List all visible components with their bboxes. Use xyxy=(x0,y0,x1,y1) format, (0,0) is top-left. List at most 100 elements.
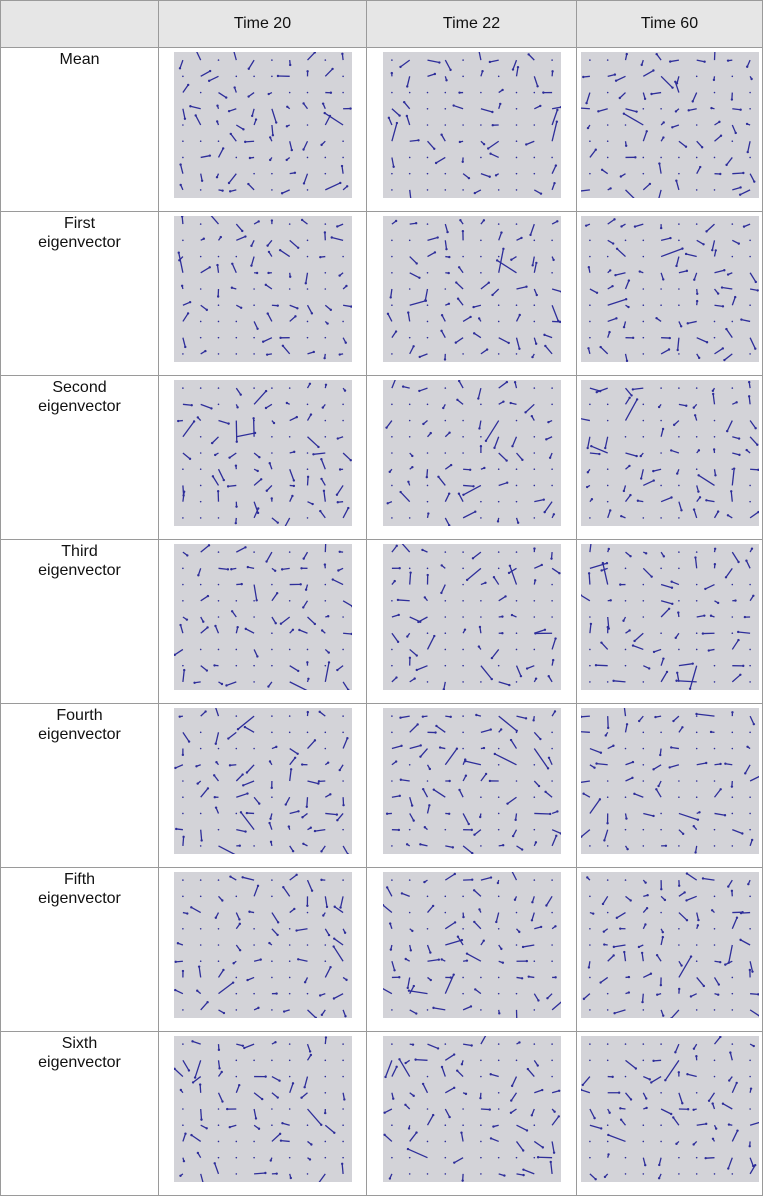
arrow-head xyxy=(279,623,281,625)
field-dot xyxy=(624,1043,626,1045)
table-row: Fifth eigenvector xyxy=(1,868,763,1032)
field-dot xyxy=(606,140,608,142)
arrow-head xyxy=(702,985,704,987)
arrow-head xyxy=(612,680,614,682)
arrow-head xyxy=(336,225,338,227)
field-dot xyxy=(217,140,219,142)
arrow-head xyxy=(611,285,613,287)
arrow-head xyxy=(190,906,192,908)
field-dot xyxy=(182,468,184,470)
arrow-head xyxy=(622,490,624,492)
arrow-head xyxy=(479,445,481,447)
field-dot xyxy=(408,420,410,422)
field-dot xyxy=(624,796,626,798)
header-row: Time 20 Time 22 Time 60 xyxy=(1,1,763,48)
arrow-head xyxy=(228,190,230,192)
field-dot xyxy=(660,485,662,487)
arrow-head xyxy=(496,520,498,522)
arrow-head xyxy=(726,59,728,61)
field-dot xyxy=(391,189,393,191)
arrow-head xyxy=(509,739,511,741)
arrow-head xyxy=(600,569,602,571)
field-dot xyxy=(462,665,464,667)
arrow-head xyxy=(513,899,515,901)
image-cell xyxy=(159,376,367,540)
field-arrow xyxy=(343,633,352,634)
field-dot xyxy=(533,960,535,962)
arrow-head xyxy=(507,572,509,574)
field-dot xyxy=(426,568,428,570)
arrow-head xyxy=(754,1164,756,1166)
arrow-head xyxy=(260,478,262,480)
arrow-head xyxy=(206,787,208,789)
arrow-head xyxy=(405,115,407,117)
arrow-head xyxy=(196,990,198,992)
field-dot xyxy=(426,452,428,454)
field-dot xyxy=(324,960,326,962)
arrow-head xyxy=(418,277,420,279)
field-dot xyxy=(695,76,697,78)
field-dot xyxy=(182,796,184,798)
field-dot xyxy=(444,1124,446,1126)
arrow-head xyxy=(243,1047,245,1049)
field-dot xyxy=(342,1060,344,1062)
field-dot xyxy=(235,337,237,339)
arrow-head xyxy=(302,182,304,184)
arrow-head xyxy=(518,348,520,350)
arrow-head xyxy=(188,458,190,460)
arrow-head xyxy=(239,811,241,813)
arrow-head xyxy=(513,381,515,383)
arrow-head xyxy=(240,583,242,585)
arrow-head xyxy=(703,61,705,63)
field-dot xyxy=(642,600,644,602)
arrow-head xyxy=(709,615,711,617)
field-dot xyxy=(391,256,393,258)
field-dot xyxy=(408,912,410,914)
arrow-head xyxy=(607,1134,609,1136)
field-dot xyxy=(589,616,591,618)
arrow-head xyxy=(683,891,685,893)
field-dot xyxy=(462,715,464,717)
field-dot xyxy=(480,124,482,126)
field-dot xyxy=(199,452,201,454)
field-dot xyxy=(551,616,553,618)
field-dot xyxy=(660,108,662,110)
arrow-head xyxy=(414,222,416,224)
arrow-head xyxy=(325,906,327,908)
arrow-head xyxy=(697,449,699,451)
arrow-head xyxy=(438,746,440,748)
field-dot xyxy=(515,1157,517,1159)
field-dot xyxy=(408,404,410,406)
table-row: First eigenvector xyxy=(1,212,763,376)
field-dot xyxy=(713,321,715,323)
arrow-head xyxy=(680,964,682,966)
arrow-head xyxy=(464,774,466,776)
field-dot xyxy=(391,649,393,651)
arrow-head xyxy=(326,761,328,763)
field-dot xyxy=(497,223,499,225)
field-dot xyxy=(480,1009,482,1011)
field-dot xyxy=(678,551,680,553)
field-arrow xyxy=(480,1109,489,1110)
arrow-head xyxy=(612,946,614,948)
arrow-head xyxy=(552,1151,554,1153)
field-dot xyxy=(497,665,499,667)
field-dot xyxy=(462,993,464,995)
field-dot xyxy=(515,124,517,126)
arrow-head xyxy=(333,906,335,908)
field-dot xyxy=(515,551,517,553)
field-dot xyxy=(497,1060,499,1062)
field-dot xyxy=(551,240,553,242)
arrow-head xyxy=(270,787,272,789)
arrow-head xyxy=(686,1108,688,1110)
arrow-head xyxy=(429,432,431,434)
field-dot xyxy=(288,387,290,389)
field-dot xyxy=(324,732,326,734)
field-dot xyxy=(235,1173,237,1175)
arrow-head xyxy=(539,105,541,107)
field-dot xyxy=(199,321,201,323)
arrow-head xyxy=(501,632,503,634)
field-dot xyxy=(253,1141,255,1143)
field-dot xyxy=(235,76,237,78)
field-dot xyxy=(660,813,662,815)
